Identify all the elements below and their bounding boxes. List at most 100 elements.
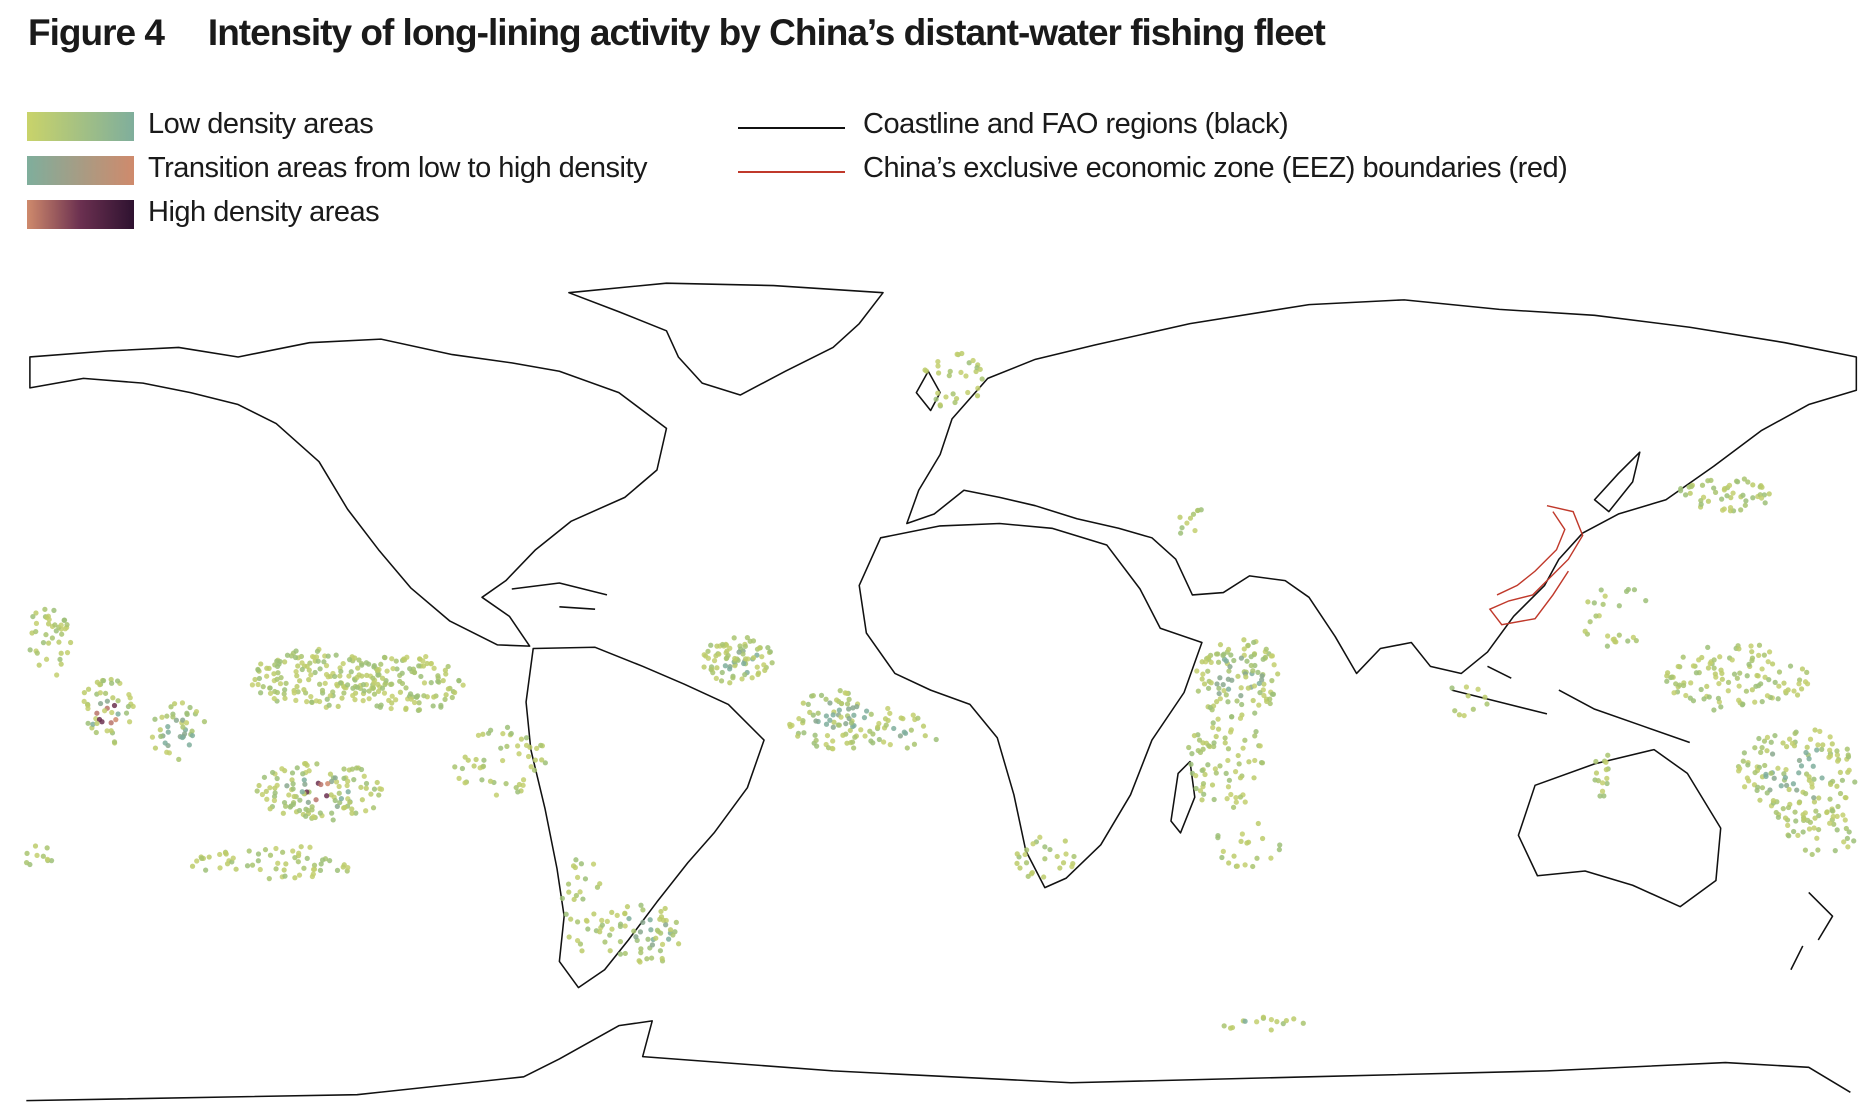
activity-dot (1225, 699, 1231, 705)
activity-dot (830, 746, 836, 752)
activity-dot (1291, 1016, 1297, 1022)
activity-dot (1226, 777, 1233, 783)
activity-dot (428, 680, 434, 686)
activity-dot (199, 855, 205, 861)
legend-swatch (27, 200, 134, 229)
activity-dot (291, 793, 297, 800)
activity-dot (305, 807, 311, 814)
activity-dot (1220, 682, 1226, 688)
activity-dot (1810, 763, 1816, 769)
activity-dot (334, 867, 341, 874)
activity-dot (1811, 799, 1818, 805)
activity-dot (1212, 766, 1218, 772)
activity-dot (1772, 732, 1778, 739)
activity-dot (411, 669, 417, 675)
activity-dot (640, 907, 646, 913)
activity-dot (43, 656, 50, 662)
activity-dot (1736, 683, 1742, 689)
activity-dot (525, 753, 532, 760)
activity-dot (1220, 652, 1226, 658)
activity-dot (149, 734, 156, 740)
activity-dot (1842, 794, 1848, 801)
activity-dot (194, 858, 200, 864)
activity-dot (1604, 643, 1611, 649)
activity-dot (275, 860, 281, 866)
activity-dot (42, 606, 48, 612)
activity-dot (264, 673, 270, 679)
activity-dot (638, 946, 644, 952)
activity-dot (538, 742, 544, 748)
activity-dot (288, 653, 295, 659)
activity-dot (431, 694, 437, 700)
activity-dot (1216, 690, 1222, 697)
activity-dot (1746, 778, 1752, 784)
activity-dot (399, 680, 406, 687)
activity-dot (840, 732, 846, 738)
activity-dot (368, 791, 374, 797)
activity-dot (1238, 655, 1245, 661)
activity-dot (1195, 688, 1201, 694)
activity-dot (363, 808, 369, 814)
activity-dot (1699, 482, 1706, 488)
activity-dot (1177, 514, 1183, 520)
activity-dot (1268, 1016, 1275, 1023)
activity-dot (382, 681, 388, 688)
activity-dot (1238, 692, 1244, 699)
activity-dot (164, 713, 170, 719)
activity-dot (152, 745, 159, 751)
activity-dot (922, 733, 928, 739)
activity-dot (580, 896, 586, 902)
activity-dot (371, 786, 378, 792)
activity-dot (371, 664, 377, 670)
activity-dot (1792, 809, 1798, 815)
activity-dot (389, 700, 395, 706)
activity-dot (1601, 793, 1607, 799)
activity-dot (1257, 743, 1263, 749)
activity-dot (1835, 803, 1841, 810)
activity-dot (1616, 603, 1622, 609)
activity-dot (1254, 1019, 1260, 1025)
activity-dot (818, 692, 825, 698)
activity-dot (193, 709, 200, 715)
activity-dot (420, 658, 426, 664)
activity-dot (591, 911, 597, 917)
activity-dot (292, 654, 299, 661)
activity-dot (1704, 683, 1710, 690)
activity-dot (1759, 744, 1765, 751)
activity-dot (1179, 525, 1185, 531)
activity-dot (1268, 653, 1274, 659)
activity-dot (125, 703, 132, 710)
activity-dot (1475, 686, 1481, 692)
activity-dot (966, 360, 972, 366)
activity-dot (377, 786, 383, 792)
activity-dot (1724, 493, 1730, 499)
activity-dot (358, 784, 364, 790)
activity-dot (1782, 774, 1789, 781)
activity-dot (649, 942, 656, 948)
activity-dot (376, 792, 382, 798)
activity-dot (374, 779, 380, 786)
activity-dot (1201, 791, 1207, 797)
activity-dot (1761, 652, 1767, 658)
activity-dot (445, 663, 451, 670)
activity-dot (1224, 796, 1230, 802)
activity-dot (270, 769, 276, 776)
legend-swatch (27, 112, 134, 141)
activity-dot (830, 712, 836, 718)
activity-dot (274, 689, 281, 696)
activity-dot (310, 871, 316, 877)
activity-dot (1834, 752, 1841, 758)
activity-dot (759, 654, 765, 660)
activity-dot (1260, 656, 1266, 662)
activity-dot (282, 873, 288, 879)
activity-dot (1037, 834, 1043, 840)
activity-dot (180, 717, 186, 723)
activity-dot (1205, 655, 1212, 661)
activity-dot (1252, 733, 1258, 739)
activity-dot (1255, 669, 1261, 676)
activity-dot (1669, 674, 1675, 680)
activity-dot (1177, 530, 1184, 536)
activity-dot (1804, 744, 1810, 750)
activity-dot (85, 705, 91, 712)
activity-dot (1213, 770, 1219, 776)
